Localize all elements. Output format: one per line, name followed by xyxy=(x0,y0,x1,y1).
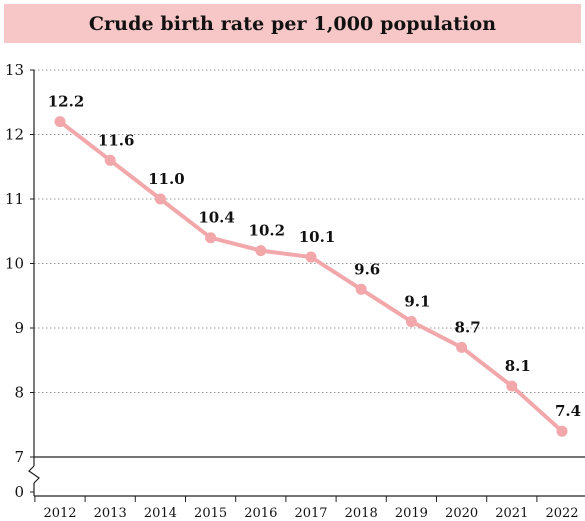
x-tick-label: 2020 xyxy=(445,506,478,521)
data-label: 10.1 xyxy=(299,228,336,246)
y-tick-label: 10 xyxy=(5,255,24,273)
axes xyxy=(28,69,585,497)
data-point-marker xyxy=(305,251,317,263)
x-tick-label: 2022 xyxy=(545,506,578,521)
y-tick-label: 13 xyxy=(5,61,24,79)
data-label: 10.4 xyxy=(198,209,235,227)
data-label: 11.6 xyxy=(98,131,135,149)
data-point-marker xyxy=(54,116,66,128)
data-label: 8.1 xyxy=(505,357,531,375)
x-axis-ticks: 2012 2013 2014 2015 2016 2017 2018 2019 2020 2021… xyxy=(34,496,579,521)
y-tick-label: 7 xyxy=(14,448,24,466)
x-tick-label: 2017 xyxy=(294,506,327,521)
data-point-marker xyxy=(556,425,568,437)
data-label: 11.0 xyxy=(148,170,185,188)
y-tick-label: 8 xyxy=(14,384,24,402)
series-group xyxy=(54,116,568,437)
x-tick-label: 2014 xyxy=(144,506,177,521)
data-label: 7.4 xyxy=(555,402,581,420)
series-line xyxy=(58,119,564,434)
data-point-marker xyxy=(405,316,417,328)
data-label: 9.1 xyxy=(404,293,430,311)
data-label: 12.2 xyxy=(48,93,85,111)
y-tick-label: 12 xyxy=(5,126,24,144)
y-tick-label: 0 xyxy=(14,483,24,501)
data-point-marker xyxy=(506,380,518,392)
data-point-marker xyxy=(255,245,267,257)
y-axis-tick-labels: 13 12 11 10 9 8 7 0 xyxy=(5,61,24,501)
chart-title-bar: Crude birth rate per 1,000 population xyxy=(4,4,581,43)
x-tick-label: 2021 xyxy=(495,506,528,521)
x-tick-label: 2018 xyxy=(345,506,378,521)
y-tick-label: 11 xyxy=(5,190,24,208)
x-tick-label: 2012 xyxy=(43,506,76,521)
x-tick-label: 2016 xyxy=(244,506,277,521)
data-label: 9.6 xyxy=(354,260,380,278)
chart-title: Crude birth rate per 1,000 population xyxy=(88,12,497,35)
data-labels: 12.2 11.6 11.0 10.4 10.2 10.1 9.6 9.1 8.7 8.1 7.4 xyxy=(48,93,581,421)
data-label: 8.7 xyxy=(455,318,481,336)
y-tick-label: 9 xyxy=(14,319,24,337)
data-point-marker xyxy=(205,232,217,244)
data-point-marker xyxy=(154,193,166,205)
x-tick-label: 2019 xyxy=(395,506,428,521)
data-point-marker xyxy=(104,154,116,166)
data-label: 10.2 xyxy=(249,222,286,240)
x-tick-label: 2015 xyxy=(194,506,227,521)
y-axis-break-icon xyxy=(28,465,40,484)
data-point-marker xyxy=(355,283,367,295)
data-point-marker xyxy=(456,341,468,353)
x-tick-label: 2013 xyxy=(94,506,127,521)
